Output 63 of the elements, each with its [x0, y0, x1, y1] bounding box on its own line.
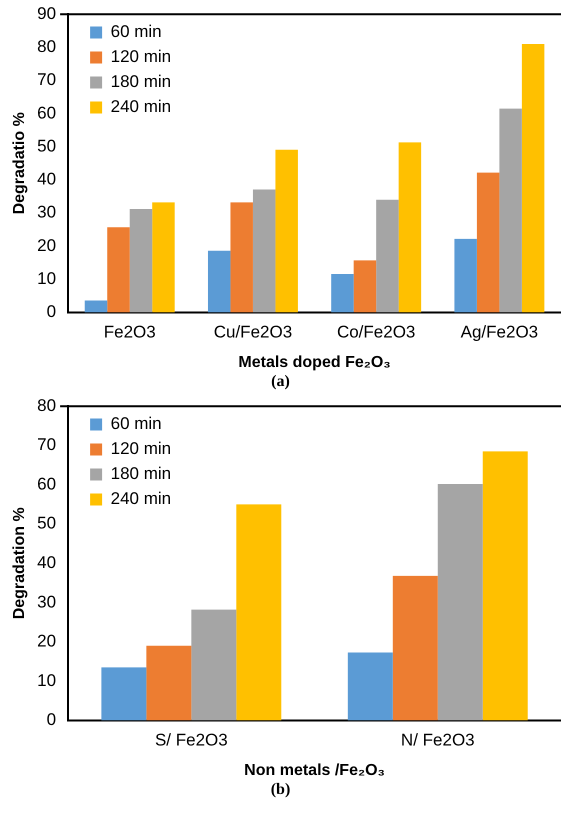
x-tick-label: Fe2O3	[104, 322, 156, 342]
x-tick-label: Cu/Fe2O3	[214, 322, 292, 342]
bar	[130, 209, 152, 312]
legend-label: 240 min	[110, 97, 172, 116]
bar	[84, 300, 108, 312]
text: (b)	[270, 780, 292, 800]
y-tick-label: 0	[46, 710, 56, 730]
bar	[392, 576, 438, 720]
y-axis-title: Degradation %	[11, 507, 28, 620]
legend-label: 120 min	[110, 47, 172, 66]
legend-label: 60 min	[110, 414, 162, 434]
bar	[522, 44, 544, 312]
y-tick-label: 10	[37, 268, 56, 288]
y-tick-label: 70	[37, 435, 56, 454]
bar	[499, 108, 522, 312]
y-tick-label: 50	[37, 514, 56, 533]
bar	[208, 250, 230, 312]
y-tick-label: 80	[37, 37, 56, 56]
y-tick-label: 40	[37, 552, 56, 572]
y-tick-label: 30	[37, 592, 56, 612]
bar	[146, 646, 192, 720]
bar	[101, 667, 146, 720]
y-tick-label: 0	[46, 302, 56, 322]
y-tick-label: 10	[37, 670, 56, 690]
bar	[152, 202, 175, 312]
bar	[107, 227, 130, 312]
y-tick-label: 90	[37, 4, 56, 23]
legend-label: 240 min	[110, 489, 172, 508]
bar	[331, 274, 354, 312]
legend-label: 60 min	[110, 22, 162, 42]
bar	[398, 142, 422, 312]
x-tick-label: S/ Fe2O3	[154, 730, 228, 750]
bar	[482, 451, 528, 720]
bar	[230, 202, 253, 312]
y-tick-label: 70	[37, 70, 56, 90]
y-tick-label: 60	[37, 103, 56, 122]
bar	[376, 200, 399, 312]
x-tick-label: Co/Fe2O3	[336, 322, 416, 342]
bar	[354, 260, 376, 312]
bar	[348, 652, 393, 720]
legend-label: 120 min	[110, 439, 172, 458]
y-tick-label: 80	[37, 396, 56, 415]
y-tick-label: 40	[37, 170, 56, 189]
bar	[476, 172, 500, 312]
x-axis-title: Metals doped Fe₂O₃	[238, 354, 391, 371]
x-axis-title: Non metals /Fe₂O₃	[244, 762, 385, 779]
y-axis-title: Degradatio %	[11, 112, 28, 214]
bar	[454, 238, 477, 312]
y-tick-label: 60	[37, 474, 56, 494]
y-tick-label: 30	[37, 202, 56, 222]
bar	[191, 610, 236, 720]
x-tick-label: Ag/Fe2O3	[460, 322, 538, 342]
bar	[275, 150, 298, 312]
x-tick-label: N/ Fe2O3	[400, 730, 475, 750]
bar	[438, 484, 483, 720]
text: (a)	[270, 372, 291, 392]
legend-label: 180 min	[110, 464, 172, 484]
legend-label: 180 min	[110, 72, 172, 92]
y-tick-label: 20	[37, 632, 56, 651]
bar	[236, 504, 282, 720]
y-tick-label: 20	[37, 236, 56, 255]
bar	[252, 189, 276, 312]
y-tick-label: 50	[37, 136, 56, 156]
